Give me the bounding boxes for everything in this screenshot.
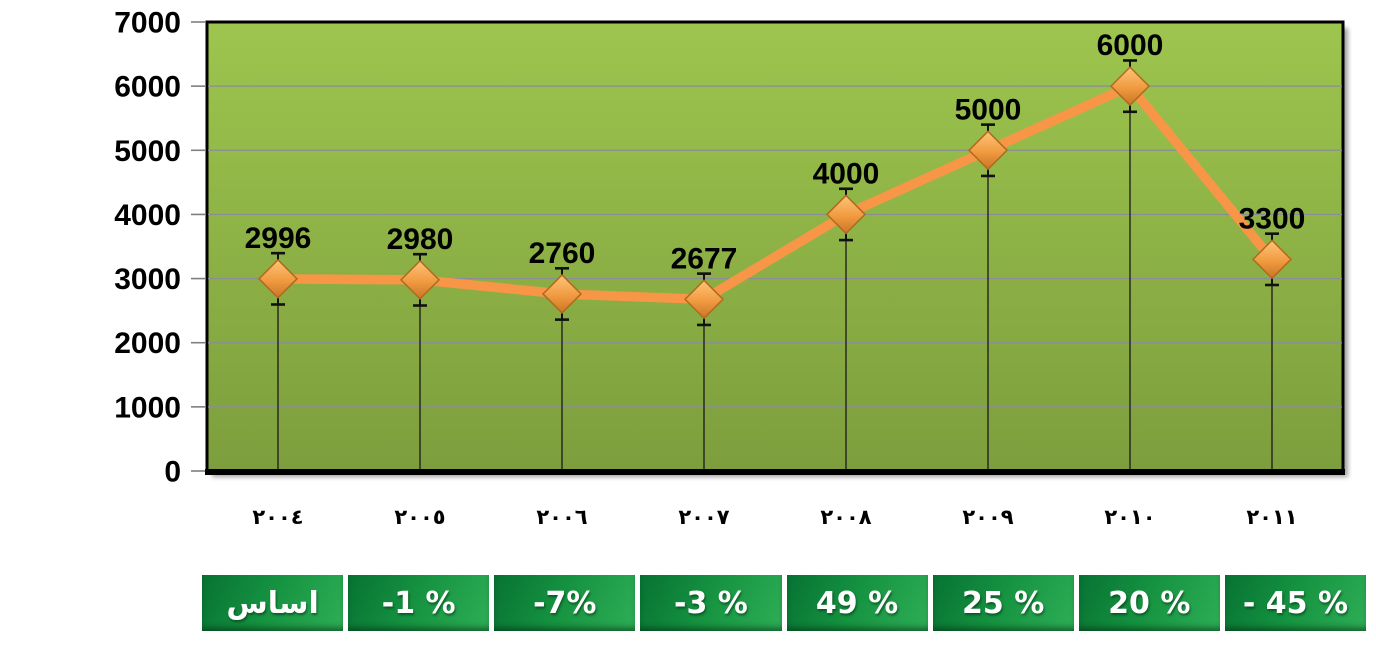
x-axis-label: ٢٠٠٩ <box>962 505 1013 529</box>
data-label: 5000 <box>955 93 1022 126</box>
y-axis-label: 3000 <box>114 263 181 296</box>
y-axis-label: 7000 <box>114 7 181 40</box>
x-axis-label: ٢٠١١ <box>1246 505 1297 529</box>
y-axis-label: 0 <box>164 456 181 489</box>
data-point-marker <box>1251 239 1293 280</box>
data-point-marker <box>399 259 441 300</box>
change-cell: 49 % <box>786 575 928 631</box>
data-point-marker <box>257 258 299 299</box>
data-point-marker <box>1109 66 1151 107</box>
data-label: 2760 <box>529 237 596 270</box>
change-cell: - 45 % <box>1224 575 1366 631</box>
change-cell: اساس <box>202 575 344 631</box>
x-axis-label: ٢٠٠٥ <box>394 505 445 529</box>
change-cell: 20 % <box>1078 575 1220 631</box>
data-label: 4000 <box>813 157 880 190</box>
data-label: 2980 <box>387 223 454 256</box>
y-axis-label: 1000 <box>114 391 181 424</box>
data-point-marker <box>683 279 725 320</box>
change-cell: -7% <box>494 575 636 631</box>
y-axis-label: 5000 <box>114 135 181 168</box>
plot-area <box>205 20 1345 473</box>
change-cell: 25 % <box>932 575 1074 631</box>
data-label: 2677 <box>671 242 738 275</box>
y-axis-label: 6000 <box>114 71 181 104</box>
data-label: 2996 <box>245 222 312 255</box>
series-line <box>273 81 1277 305</box>
y-axis-label: 4000 <box>114 199 181 232</box>
x-axis-label: ٢٠٠٨ <box>820 505 871 529</box>
data-point-marker <box>825 194 867 235</box>
data-point-marker <box>541 273 583 315</box>
change-cell: -1 % <box>348 575 490 631</box>
x-axis-label: ٢٠٠٤ <box>252 505 303 529</box>
x-axis-label: ٢٠١٠ <box>1104 505 1155 529</box>
data-point-marker <box>967 130 1009 171</box>
data-label: 3300 <box>1239 202 1306 235</box>
change-cell: -3 % <box>640 575 782 631</box>
data-label: 6000 <box>1097 29 1164 62</box>
x-axis-label: ٢٠٠٧ <box>678 505 729 529</box>
y-axis-label: 2000 <box>114 327 181 360</box>
percent-change-row: اساس -1 % -7% -3 % 49 % 25 % 20 % - 45 % <box>202 575 1366 631</box>
x-axis-label: ٢٠٠٦ <box>536 505 587 529</box>
